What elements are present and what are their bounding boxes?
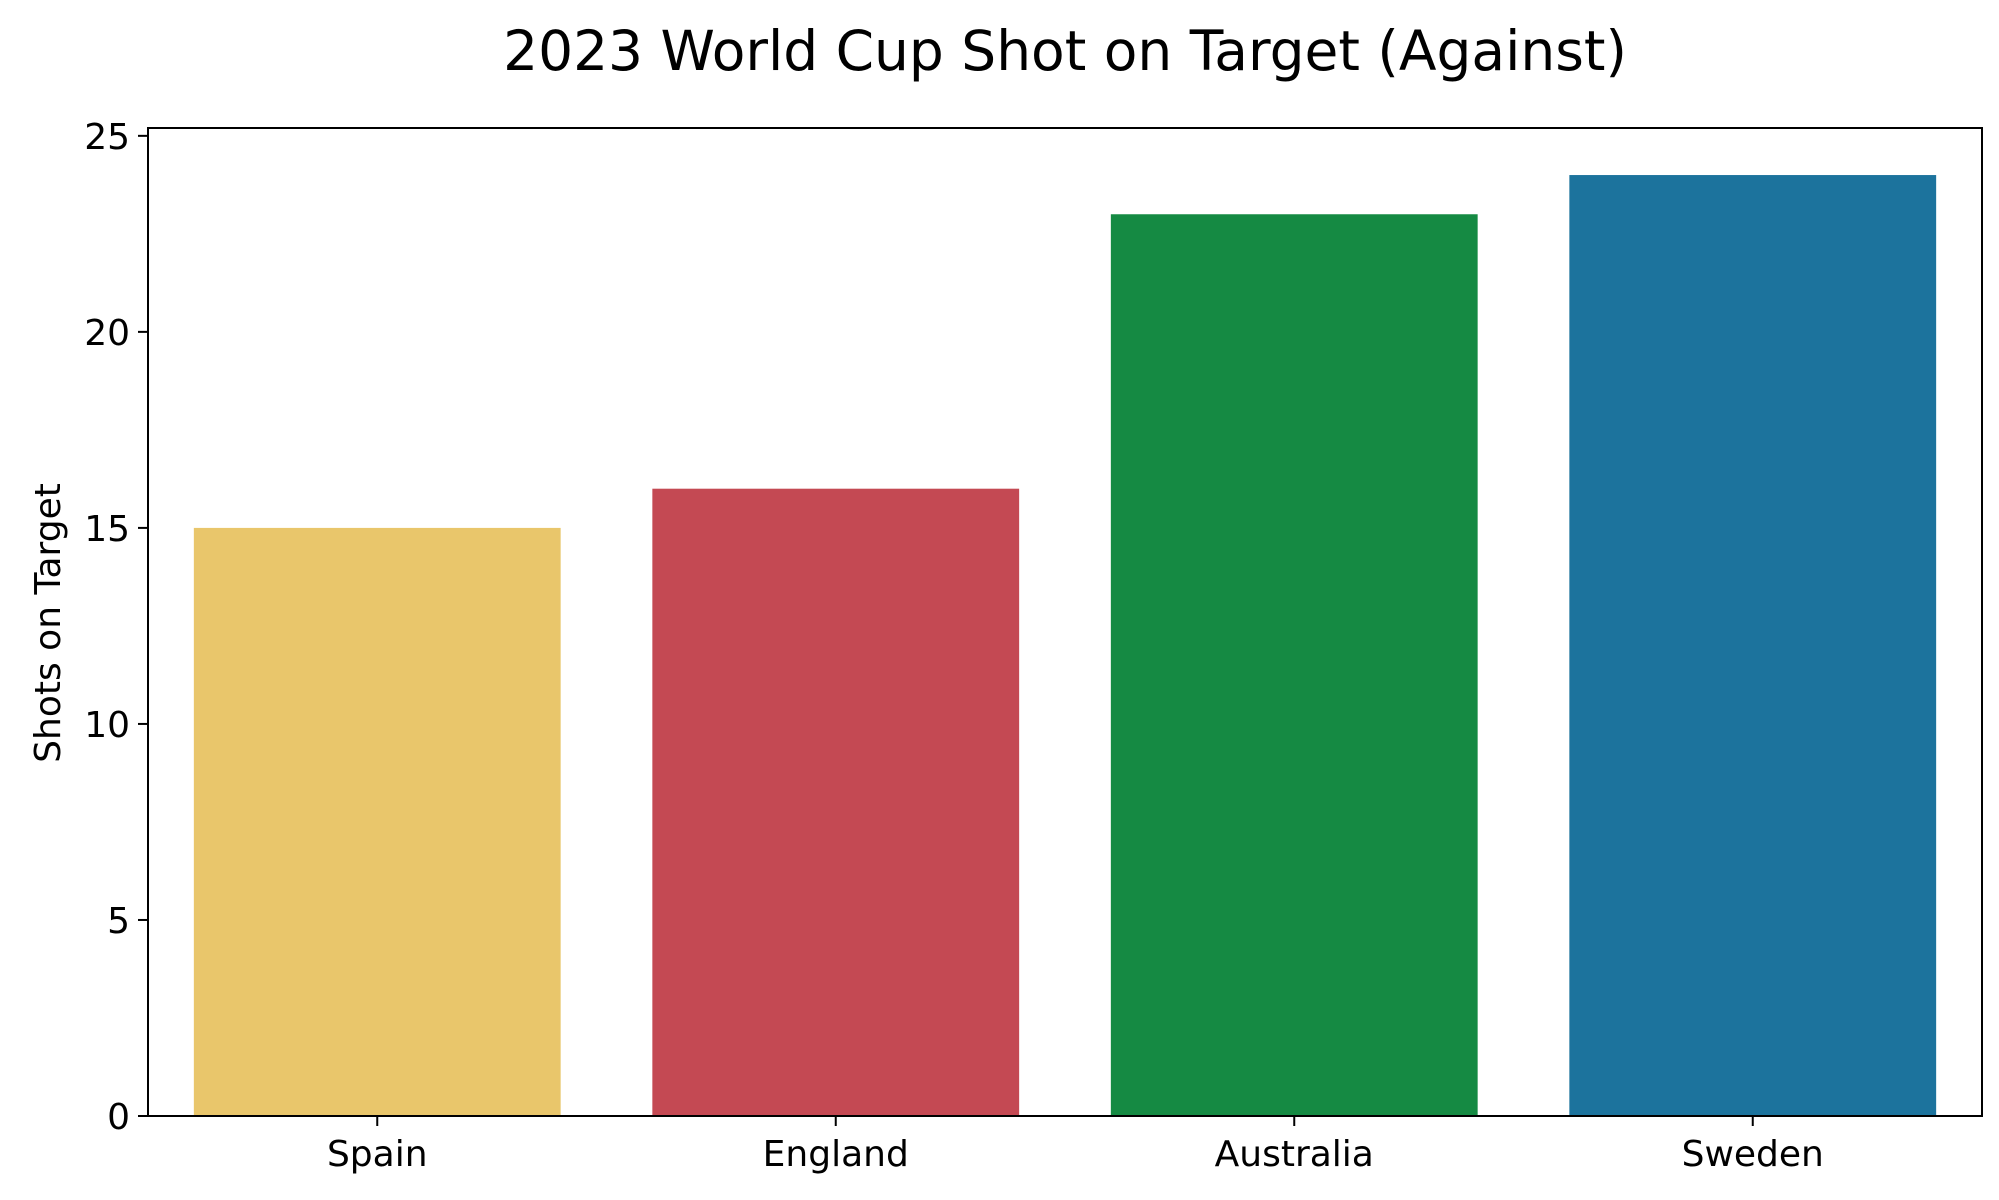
y-tick-label: 20 [84, 313, 130, 354]
bar-spain [193, 527, 561, 1116]
chart-title: 2023 World Cup Shot on Target (Against) [503, 19, 1627, 83]
bar-england [652, 488, 1020, 1116]
y-axis-label: Shots on Target [28, 483, 69, 763]
plot-area-frame [147, 127, 1983, 1117]
y-tick-label: 25 [84, 117, 130, 158]
bars-group [193, 175, 1937, 1117]
bar-australia [1110, 214, 1478, 1116]
x-tick-label: Australia [1215, 1134, 1374, 1175]
x-tick-label: Sweden [1682, 1134, 1824, 1175]
y-tick-label: 0 [107, 1097, 130, 1138]
y-tick-label: 10 [84, 705, 130, 746]
bar-sweden [1569, 175, 1937, 1117]
x-tick-label: England [763, 1134, 909, 1175]
y-axis-ticks: 0 5 10 15 20 25 [84, 117, 148, 1138]
x-tick-label: Spain [327, 1134, 428, 1175]
x-axis-ticks: Spain England Australia Sweden [327, 1116, 1824, 1175]
y-tick-label: 15 [84, 509, 130, 550]
y-tick-label: 5 [107, 901, 130, 942]
